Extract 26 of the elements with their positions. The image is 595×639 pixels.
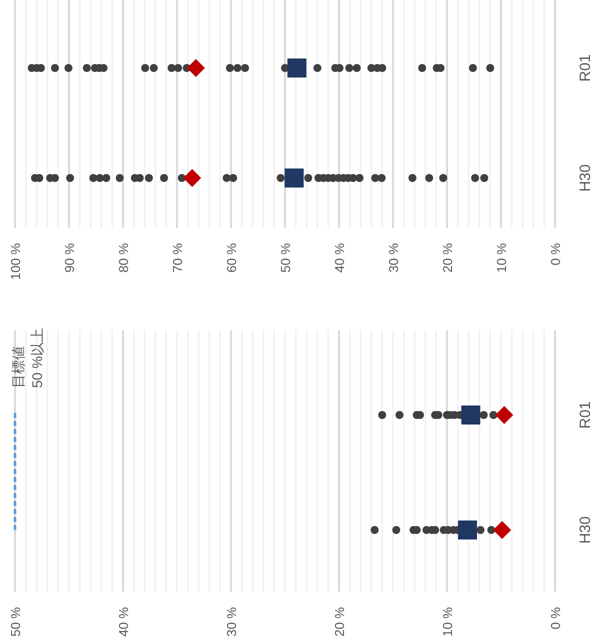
- x-tick-label: 50 %: [278, 242, 293, 273]
- x-tick-label: 30 %: [224, 606, 239, 637]
- x-tick-label: 40 %: [116, 606, 131, 637]
- y-tick-label: R01: [577, 54, 594, 82]
- ref-line-label: 目標値 50 %以上: [10, 328, 45, 388]
- x-tick-label: 10 %: [440, 606, 455, 637]
- x-tick-label: 10 %: [494, 242, 509, 273]
- x-tick-label: 70 %: [170, 242, 185, 273]
- y-tick-label: H30: [577, 516, 594, 544]
- x-tick-label: 50 %: [8, 606, 23, 637]
- x-tick-label: 30 %: [386, 242, 401, 273]
- point: [486, 64, 494, 72]
- x-tick-label: 90 %: [62, 242, 77, 273]
- x-tick-label: 20 %: [440, 242, 455, 273]
- x-tick-label: 0 %: [548, 606, 563, 630]
- y-tick-label: R01: [577, 401, 594, 429]
- x-tick-label: 80 %: [116, 242, 131, 273]
- point: [287, 58, 306, 78]
- x-tick-label: 100 %: [8, 242, 23, 280]
- x-tick-label: 60 %: [224, 242, 239, 273]
- y-tick-label: H30: [577, 164, 594, 192]
- point: [183, 169, 202, 187]
- x-tick-label: 0 %: [548, 242, 563, 266]
- point: [284, 168, 304, 188]
- x-tick-label: 20 %: [332, 606, 347, 637]
- x-tick-label: 40 %: [332, 242, 347, 273]
